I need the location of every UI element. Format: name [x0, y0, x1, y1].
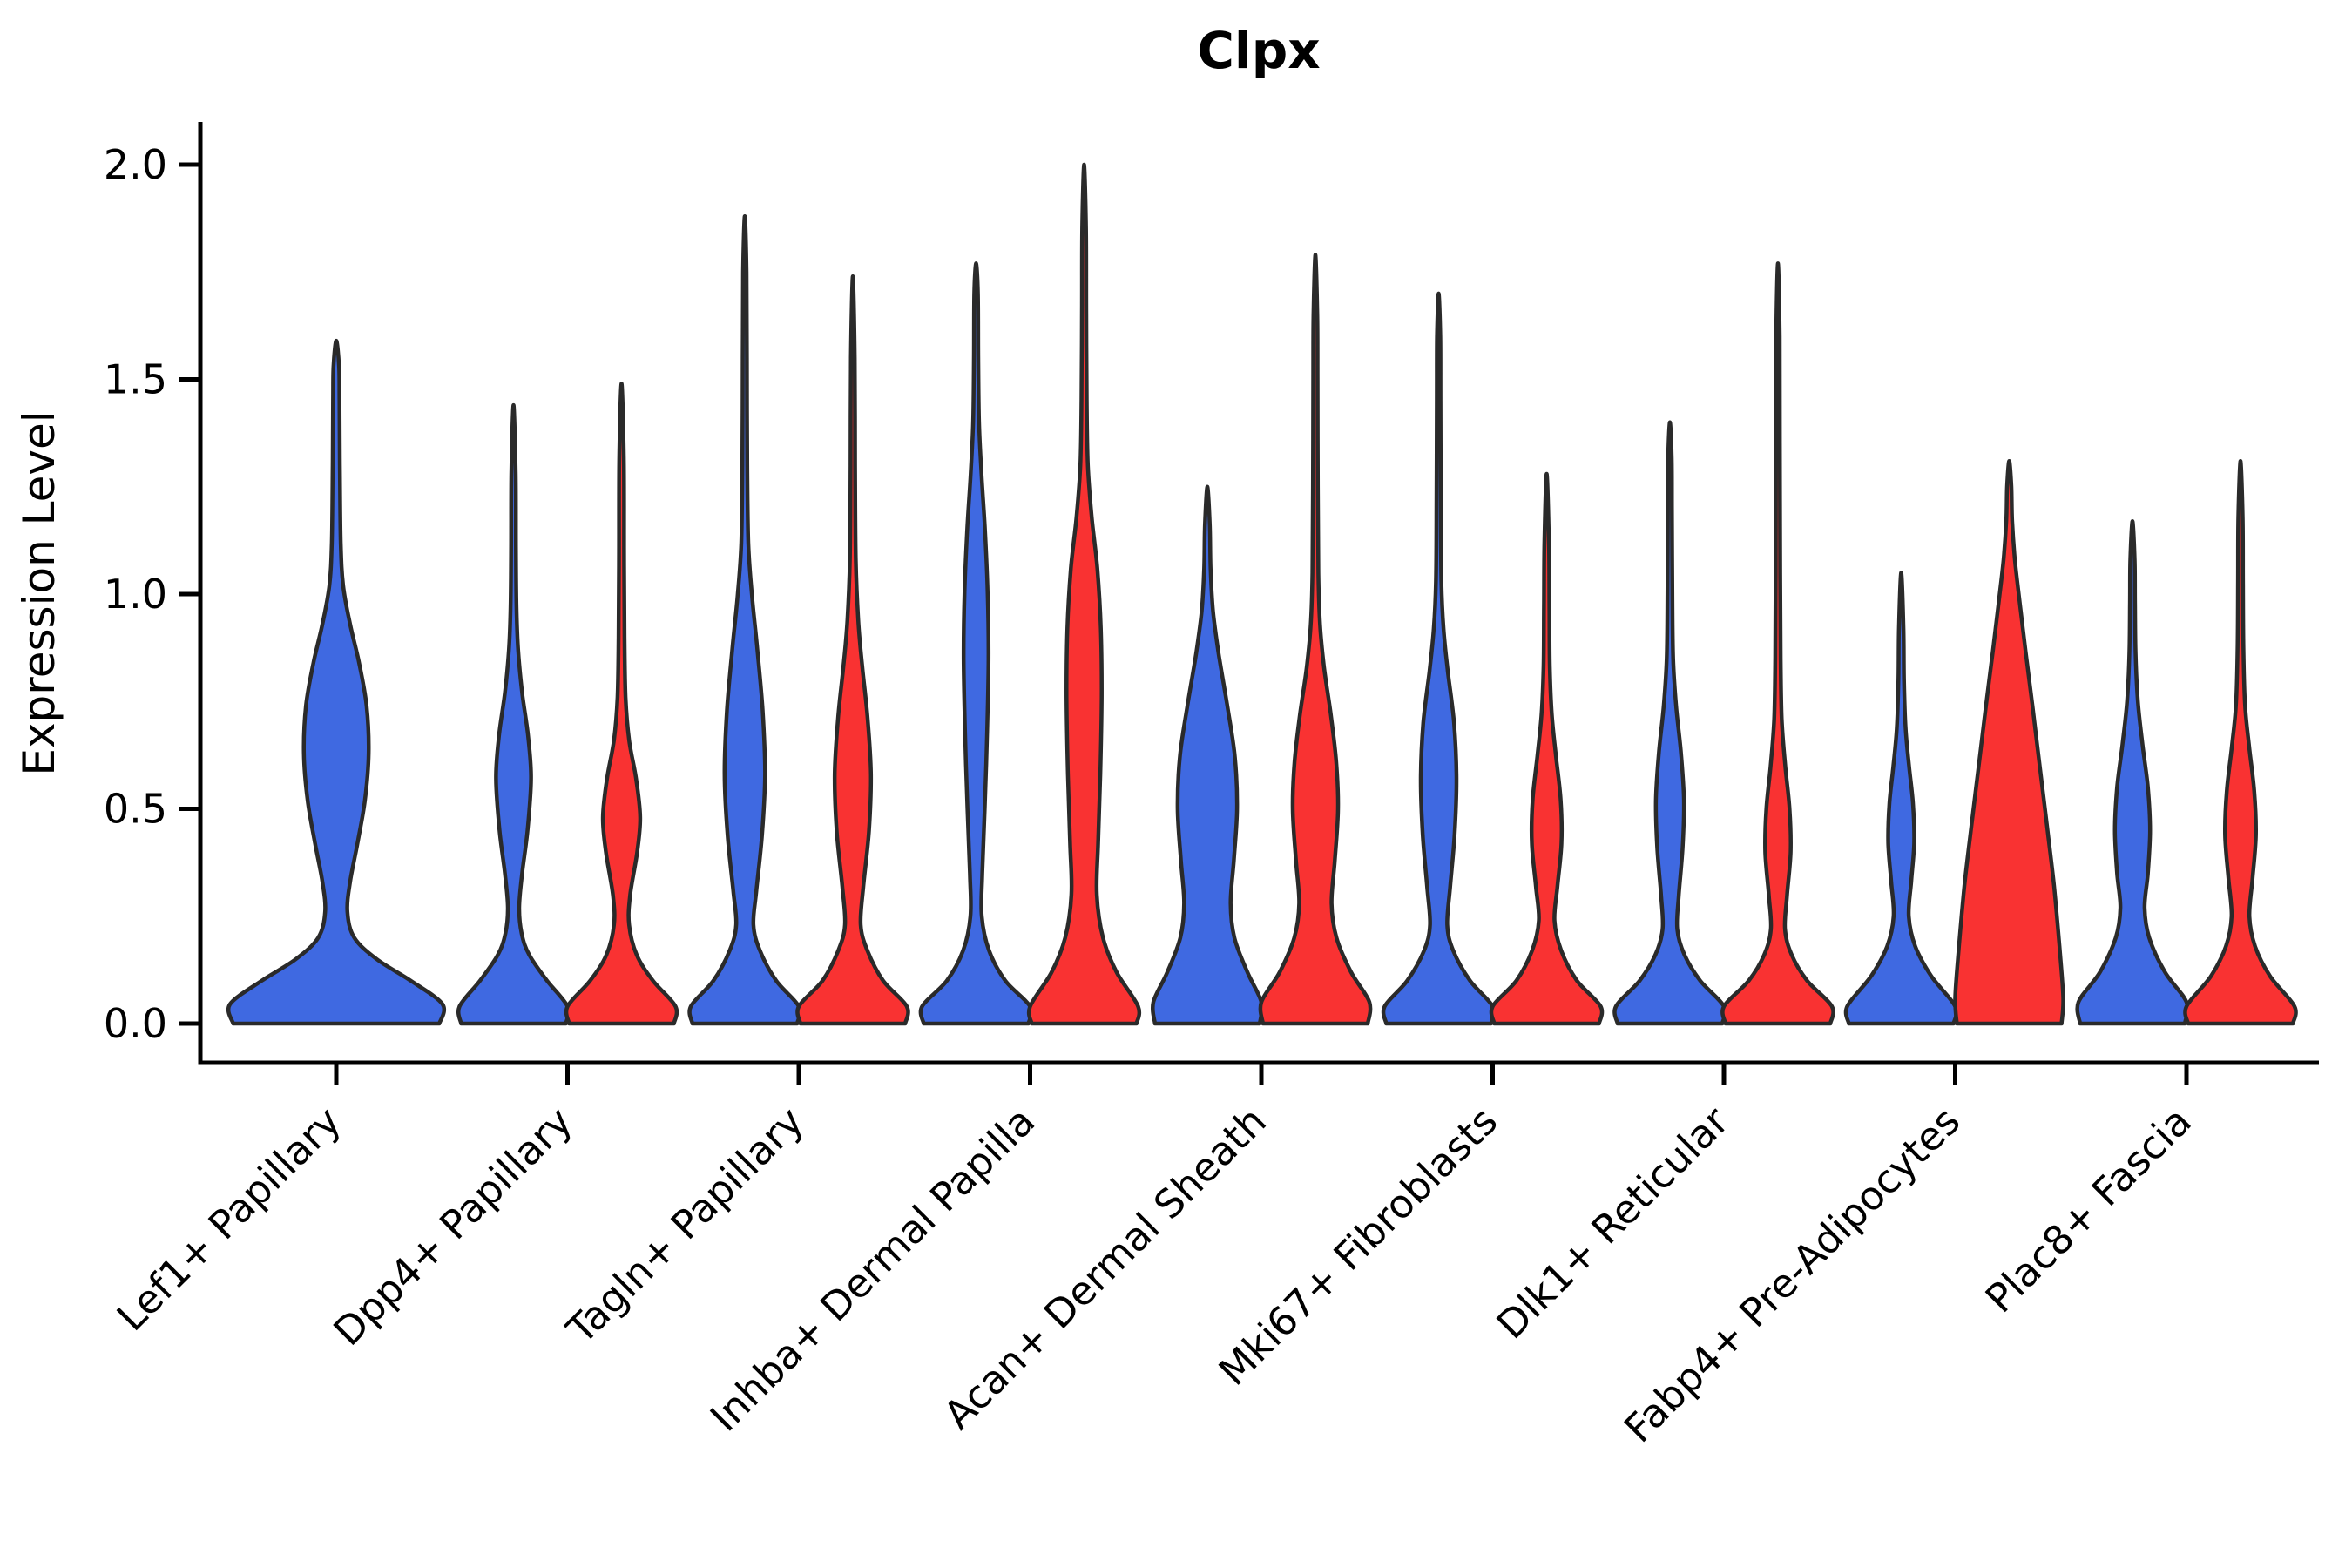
x-tick-label-dlk1-reticular: Dlk1+ Reticular	[1488, 1098, 1738, 1348]
y-tick-label: 1.5	[104, 356, 167, 403]
y-tick-label: 2.0	[104, 141, 167, 188]
y-tick-label: 0.0	[104, 1000, 167, 1047]
violin-inhba-dermal-papilla-blue	[918, 261, 1034, 1026]
violins-layer	[226, 162, 2298, 1026]
x-tick-label-lef1-papillary: Lef1+ Papillary	[108, 1098, 350, 1340]
violin-tagln-papillary-red	[795, 274, 910, 1026]
violin-dpp4-papillary-blue	[456, 402, 571, 1026]
y-tick-label: 0.5	[104, 786, 167, 833]
violin-lef1-papillary-blue	[226, 338, 447, 1026]
violin-plac8-fascia-blue	[2075, 518, 2190, 1026]
violin-dpp4-papillary-red	[564, 382, 679, 1026]
x-tick-label-plac8-fascia: Plac8+ Fascia	[1977, 1098, 2200, 1321]
violin-acan-dermal-sheath-blue	[1150, 484, 1265, 1026]
chart-title: Clpx	[1197, 21, 1320, 80]
y-axis-label: Expression Level	[14, 410, 64, 775]
violin-fabp4-pre-adipocytes-red	[1953, 458, 2065, 1026]
violin-mki67-fibroblasts-red	[1489, 471, 1605, 1026]
y-tick-label: 1.0	[104, 571, 167, 618]
violin-dlk1-reticular-blue	[1612, 420, 1727, 1026]
violin-tagln-papillary-blue	[687, 213, 802, 1026]
violin-acan-dermal-sheath-red	[1258, 253, 1373, 1026]
violin-inhba-dermal-papilla-red	[1026, 162, 1142, 1026]
violin-fabp4-pre-adipocytes-blue	[1843, 571, 1959, 1026]
violin-plac8-fascia-red	[2183, 458, 2298, 1026]
y-axis-ticks: 0.0 0.5 1.0 1.5 2.0	[104, 141, 200, 1047]
x-tick-label-tagln-papillary: Tagln+ Papillary	[558, 1098, 813, 1353]
violin-dlk1-reticular-red	[1720, 261, 1835, 1026]
violin-mki67-fibroblasts-blue	[1381, 291, 1497, 1026]
x-tick-label-dpp4-papillary: Dpp4+ Papillary	[324, 1098, 581, 1355]
